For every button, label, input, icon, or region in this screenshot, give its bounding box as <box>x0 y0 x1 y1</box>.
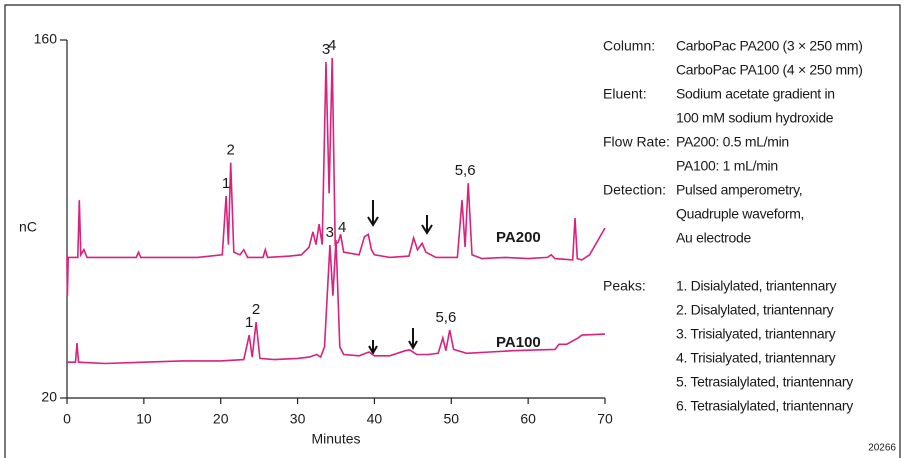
peak-label: 2 <box>252 301 260 318</box>
y-tick-label: 160 <box>34 31 58 47</box>
arrow <box>408 328 418 351</box>
peak-label: 1 <box>245 314 253 331</box>
note-text: 100 mM sodium hydroxide <box>676 110 834 126</box>
peak-label: 5,6 <box>455 162 476 179</box>
note-text: Au electrode <box>676 230 752 246</box>
peak-label: 1 <box>222 175 230 192</box>
note-label: Eluent: <box>603 86 647 102</box>
arrows <box>367 200 433 356</box>
note-label: Flow Rate: <box>603 134 670 150</box>
x-tick-label: 70 <box>597 411 613 427</box>
peak-label: 3 <box>326 224 334 241</box>
note-text: CarboPac PA200 (3 × 250 mm) <box>676 38 863 54</box>
note-text: 5. Tetrasialylated, triantennary <box>676 374 853 390</box>
arrow <box>421 215 433 235</box>
note-text: 6. Tetrasialylated, triantennary <box>676 398 853 414</box>
x-tick-label: 60 <box>520 411 536 427</box>
note-text: 2. Disalylated, triantennary <box>676 302 834 318</box>
figure-id: 20266 <box>868 443 896 454</box>
trace <box>67 239 606 365</box>
x-tick-label: 40 <box>367 411 383 427</box>
peak-label: 4 <box>338 219 346 236</box>
note-text: Pulsed amperometry, <box>676 182 802 198</box>
peak-label: 2 <box>227 142 235 159</box>
x-tick-label: 10 <box>136 411 152 427</box>
y-axis-label: nC <box>19 219 37 235</box>
peak-label: 5,6 <box>435 309 456 326</box>
series-label: PA200 <box>496 229 541 246</box>
note-label: Column: <box>603 38 655 54</box>
frame <box>4 4 901 458</box>
note-text: PA200: 0.5 mL/min <box>676 134 789 150</box>
note-text: 1. Disialylated, triantennary <box>676 278 836 294</box>
note-text: Quadruple waveform, <box>676 206 804 222</box>
x-tick-label: 30 <box>290 411 306 427</box>
x-tick-label: 0 <box>63 411 71 427</box>
note-text: 3. Trisialyated, triantennary <box>676 326 836 342</box>
arrow <box>368 340 378 356</box>
x-tick-label: 50 <box>443 411 459 427</box>
note-label: Detection: <box>603 182 666 198</box>
trace <box>66 57 606 296</box>
note-text: CarboPac PA100 (4 × 250 mm) <box>676 62 863 78</box>
note-text: PA100: 1 mL/min <box>676 158 778 174</box>
arrow <box>367 200 379 227</box>
note-text: 4. Trisialyated, triantennary <box>676 350 836 366</box>
note-label: Peaks: <box>603 278 646 294</box>
y-tick-label: 20 <box>41 389 57 405</box>
x-tick-label: 20 <box>213 411 229 427</box>
peak-label: 4 <box>328 37 336 54</box>
series-label: PA100 <box>496 334 541 351</box>
note-text: Sodium acetate gradient in <box>676 86 835 102</box>
peak-label: 3 <box>322 41 330 58</box>
x-axis-label: Minutes <box>311 431 360 447</box>
